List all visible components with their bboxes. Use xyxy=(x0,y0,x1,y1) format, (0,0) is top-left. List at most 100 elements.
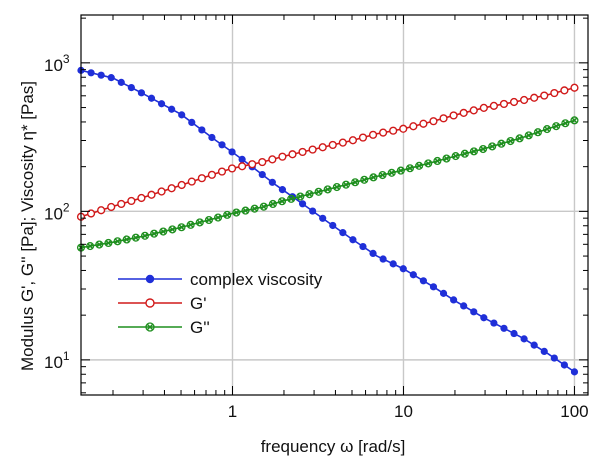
data-point xyxy=(288,150,297,159)
marker-cross xyxy=(123,236,130,243)
data-point xyxy=(218,141,226,149)
data-point xyxy=(147,94,156,102)
y-tick-label: 103 xyxy=(44,52,70,75)
data-point xyxy=(95,240,104,249)
data-point xyxy=(137,193,146,203)
marker-ring xyxy=(469,106,478,115)
data-point xyxy=(177,223,186,232)
data-point xyxy=(389,126,398,135)
data-point xyxy=(387,168,396,177)
data-point xyxy=(429,283,438,291)
marker-ring xyxy=(338,138,347,147)
marker-dot xyxy=(530,341,538,349)
marker-ring xyxy=(399,124,408,133)
marker-ring xyxy=(157,187,166,196)
marker-cross xyxy=(425,160,432,167)
data-point xyxy=(319,214,327,222)
data-point xyxy=(117,199,126,209)
data-point xyxy=(309,207,317,215)
data-point xyxy=(520,95,529,105)
marker-cross xyxy=(416,162,423,169)
marker-dot xyxy=(319,214,327,222)
marker-dot xyxy=(339,229,347,237)
marker-ring xyxy=(409,122,418,131)
marker-ring xyxy=(238,162,247,171)
marker-ring xyxy=(117,199,126,209)
data-point xyxy=(268,199,277,209)
data-point xyxy=(113,237,122,246)
marker-cross xyxy=(278,198,286,205)
y-tick-label: 101 xyxy=(44,349,70,372)
legend-marker xyxy=(145,274,155,284)
data-point xyxy=(499,99,509,109)
data-point xyxy=(470,308,478,316)
data-point xyxy=(140,231,150,240)
marker-ring xyxy=(429,117,438,126)
legend-label: G'' xyxy=(190,318,210,337)
data-point xyxy=(490,319,498,327)
marker-ring xyxy=(488,142,497,151)
marker-cross xyxy=(498,140,505,147)
data-point xyxy=(533,128,542,137)
data-point xyxy=(530,93,539,102)
data-point xyxy=(424,159,433,168)
marker-dot xyxy=(117,78,125,86)
data-point xyxy=(415,161,424,170)
data-point xyxy=(104,238,113,248)
data-point xyxy=(147,190,156,199)
data-point xyxy=(86,242,95,251)
marker-cross xyxy=(479,145,487,153)
marker-ring xyxy=(570,116,579,125)
marker-ring xyxy=(232,208,241,217)
marker-ring xyxy=(97,206,106,215)
marker-dot xyxy=(450,296,458,304)
marker-ring xyxy=(308,145,317,154)
data-point xyxy=(277,197,287,206)
data-point xyxy=(195,218,204,227)
data-point xyxy=(250,204,259,213)
data-point xyxy=(308,145,317,154)
legend-marker xyxy=(145,298,155,308)
marker-dot xyxy=(369,249,377,257)
marker-ring xyxy=(389,126,398,135)
data-point xyxy=(561,119,570,128)
marker-ring xyxy=(268,155,277,164)
data-point xyxy=(188,118,196,127)
marker-ring xyxy=(449,111,458,120)
marker-ring xyxy=(396,166,405,175)
data-point xyxy=(298,200,307,208)
marker-ring xyxy=(358,133,368,142)
marker-ring xyxy=(137,193,146,203)
marker-ring xyxy=(86,242,95,251)
data-point xyxy=(329,221,337,230)
marker-ring xyxy=(187,177,196,186)
marker-dot xyxy=(399,265,407,273)
data-point xyxy=(378,170,387,180)
data-point xyxy=(359,242,367,251)
marker-ring xyxy=(360,175,369,184)
marker-dot xyxy=(298,200,307,208)
data-point xyxy=(524,131,533,140)
marker-ring xyxy=(241,206,250,215)
marker-ring xyxy=(107,202,116,212)
marker-ring xyxy=(533,128,542,137)
data-point xyxy=(107,202,116,212)
data-point xyxy=(217,167,227,176)
marker-ring xyxy=(479,144,488,154)
marker-dot xyxy=(157,100,166,108)
legend-label: complex viscosity xyxy=(190,270,323,289)
marker-ring xyxy=(145,322,155,332)
data-point xyxy=(268,155,277,164)
marker-cross xyxy=(379,171,386,179)
data-point xyxy=(560,361,568,369)
data-point xyxy=(87,69,95,77)
data-point xyxy=(287,194,296,203)
legend-marker xyxy=(145,322,155,332)
marker-ring xyxy=(259,202,268,211)
marker-cross xyxy=(132,234,139,241)
data-point xyxy=(318,143,327,152)
data-point xyxy=(469,147,478,156)
marker-dot xyxy=(145,274,155,284)
data-point xyxy=(449,111,458,120)
marker-dot xyxy=(429,283,438,291)
